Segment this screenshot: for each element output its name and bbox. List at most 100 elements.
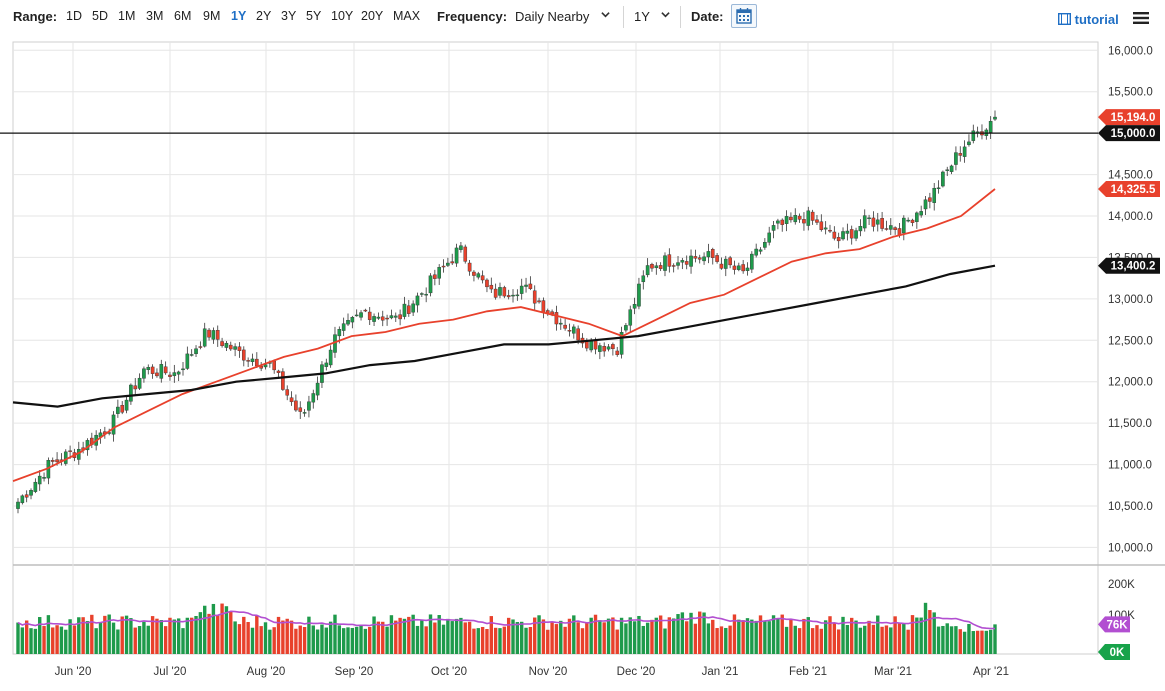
candle-up [511,294,515,297]
volume-bar [142,621,146,654]
candle-down [836,237,841,242]
candle-down [50,460,55,462]
volume-bar [315,629,320,654]
volume-bar [693,623,698,654]
volume-bar [789,619,793,654]
range-max-button[interactable]: MAX [393,9,421,23]
volume-bar [854,620,858,654]
candle-down [281,371,285,390]
candle-up [906,219,910,222]
volume-bar [528,626,533,654]
hamburger-menu-icon[interactable] [1133,11,1149,25]
chevron-down-icon[interactable] [661,10,670,19]
range-3m-button[interactable]: 3M [146,9,164,23]
volume-bar [181,628,185,654]
volume-bar [628,617,632,654]
range-2y-button[interactable]: 2Y [256,9,272,23]
candle-down [480,275,485,281]
range-6m-button[interactable]: 6M [174,9,192,23]
candle-down [289,397,294,403]
volume-bar [641,625,645,654]
candle-up [33,481,38,492]
volume-bar [64,629,68,654]
candle-down [532,290,537,304]
range-3y-button[interactable]: 3Y [281,9,297,23]
candle-up [176,371,181,375]
candle-up [376,316,381,319]
volume-bar [819,628,824,654]
range-10y-button[interactable]: 10Y [331,9,354,23]
volume-bar [368,626,372,654]
volume-bar [711,619,715,654]
period-select[interactable]: 1Y [634,9,650,24]
volume-bar [38,617,42,654]
tutorial-link[interactable]: tutorial [1057,12,1119,27]
candle-down [928,197,932,202]
volume-bar [493,627,498,654]
volume-bar [185,617,190,654]
candle-down [276,370,281,373]
range-9m-button[interactable]: 9M [203,9,221,23]
candle-up [784,216,789,224]
chevron-down-icon[interactable] [601,10,610,19]
candle-up [359,312,363,318]
candle-up [185,353,190,369]
volume-bar [229,611,233,654]
range-5d-button[interactable]: 5D [92,9,108,23]
x-tick-label: Nov '20 [529,666,568,678]
moving-averages [0,132,1098,482]
candle-down [697,257,702,260]
candle-down [650,264,654,269]
volume-badge: 76K [1106,619,1128,631]
candle-up [498,287,502,296]
x-tick-label: Oct '20 [431,666,467,678]
volume-bar [585,622,589,654]
candle-down [120,405,125,413]
range-20y-button[interactable]: 20Y [361,9,384,23]
candle-down [255,358,259,367]
volume-bar [563,626,567,654]
volume-bar [129,618,133,654]
candle-down [810,211,815,221]
volume-bar [715,628,719,654]
candle-down [658,265,663,269]
volume-bar [33,628,38,654]
volume-bar [242,616,246,654]
volume-bar [884,625,889,654]
candle-down [168,374,172,377]
volume-bar [224,606,229,654]
volume-bar [546,629,550,654]
volume-bar [984,630,989,654]
volume-bar [233,621,237,654]
range-1y-button[interactable]: 1Y [231,9,247,23]
volume-bar [446,618,450,654]
candle-up [988,121,993,133]
range-1m-button[interactable]: 1M [118,9,136,23]
calendar-button[interactable] [731,4,757,28]
candle-up [437,267,441,279]
volume-bar [828,616,832,654]
candle-up [663,255,667,271]
volume-bar [971,631,975,654]
volume-bar [624,623,628,654]
volume-bar [880,626,884,654]
frequency-select[interactable]: Daily Nearby [515,9,590,24]
volume-bar [302,627,307,654]
volume-bar [776,618,780,654]
volume-bar [719,626,724,654]
volume-bar [307,616,311,654]
volume-bar [650,619,654,654]
candle-down [241,349,246,361]
volume-bar [780,614,784,654]
candle-down [237,346,242,351]
plot-frame [12,41,1099,655]
candle-up [793,215,798,223]
volume-bar [263,622,268,654]
range-5y-button[interactable]: 5Y [306,9,322,23]
price-chart[interactable]: 10,000.0 10,500.0 11,000.0 11,500.0 12,000.0… [0,36,1165,691]
candle-up [250,358,255,363]
candle-up [558,322,563,325]
candle-up [767,232,772,243]
range-1d-button[interactable]: 1D [66,9,82,23]
volume-bar [619,617,624,654]
